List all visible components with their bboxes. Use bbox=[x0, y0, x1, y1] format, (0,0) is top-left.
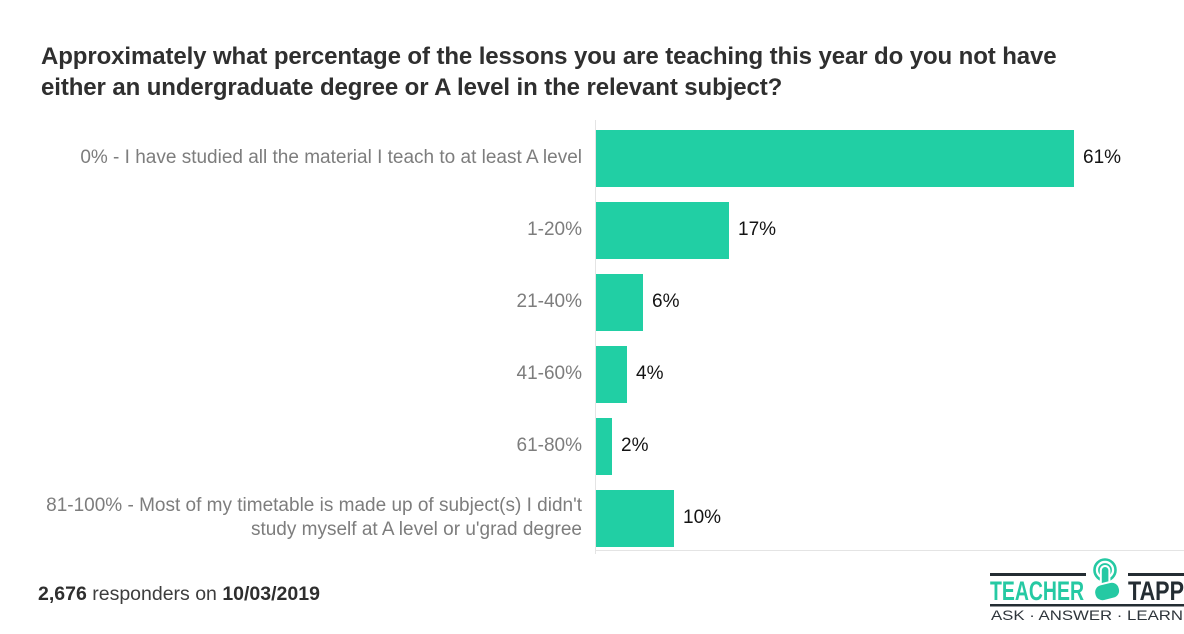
logo-brand-tapp: TAPP bbox=[1128, 576, 1184, 606]
responders-count: 2,676 bbox=[38, 583, 87, 605]
bar-track: 17% bbox=[596, 201, 1184, 259]
bar bbox=[596, 345, 627, 403]
bar-chart: 0% - I have studied all the material I t… bbox=[0, 120, 1184, 554]
value-label: 10% bbox=[683, 507, 722, 528]
teacher-tapp-logo: TEACHER TAPP ASK · ANSWER · LEARN bbox=[990, 555, 1184, 625]
chart-row: 21-40% 6% bbox=[0, 266, 1184, 338]
logo-tagline: ASK · ANSWER · LEARN bbox=[991, 608, 1183, 623]
category-label: 1-20% bbox=[527, 219, 582, 240]
value-label: 17% bbox=[738, 219, 777, 240]
value-label: 2% bbox=[621, 435, 649, 456]
bar-track: 6% bbox=[596, 273, 1184, 331]
chart-row: 1-20% 17% bbox=[0, 194, 1184, 266]
bar bbox=[596, 489, 674, 547]
tap-hand-icon bbox=[1093, 558, 1122, 603]
value-label: 6% bbox=[652, 291, 680, 312]
bar-track: 2% bbox=[596, 417, 1184, 475]
bar bbox=[596, 129, 1074, 187]
chart-row: 0% - I have studied all the material I t… bbox=[0, 122, 1184, 194]
bar bbox=[596, 201, 729, 259]
chart-footer: 2,676 responders on 10/03/2019 bbox=[38, 583, 320, 606]
teacher-tapp-logo-svg: TEACHER TAPP ASK · ANSWER · LEARN bbox=[990, 556, 1184, 623]
category-label: 61-80% bbox=[516, 435, 583, 456]
value-label: 61% bbox=[1083, 147, 1122, 168]
footer-text: responders on bbox=[92, 583, 217, 605]
x-axis-line bbox=[595, 550, 1184, 551]
chart-title: Approximately what percentage of the les… bbox=[41, 43, 1057, 101]
y-axis-line bbox=[595, 120, 596, 554]
footer-date: 10/03/2019 bbox=[222, 583, 320, 605]
chart-rows: 0% - I have studied all the material I t… bbox=[0, 122, 1184, 554]
value-label: 4% bbox=[636, 363, 664, 384]
logo-bottom-rule bbox=[990, 604, 1184, 607]
category-label: 21-40% bbox=[516, 291, 583, 312]
category-label: 81-100% - Most of my timetable is made u… bbox=[46, 495, 582, 540]
category-label: 41-60% bbox=[516, 363, 583, 384]
bar-track: 10% bbox=[596, 489, 1184, 547]
bar-track: 4% bbox=[596, 345, 1184, 403]
bar bbox=[596, 417, 612, 475]
chart-row: 41-60% 4% bbox=[0, 338, 1184, 410]
bar bbox=[596, 273, 643, 331]
category-label: 0% - I have studied all the material I t… bbox=[80, 147, 582, 168]
chart-row: 61-80% 2% bbox=[0, 410, 1184, 482]
logo-brand-teacher: TEACHER bbox=[990, 576, 1084, 606]
bar-track: 61% bbox=[596, 129, 1184, 187]
chart-row: 81-100% - Most of my timetable is made u… bbox=[0, 482, 1184, 554]
